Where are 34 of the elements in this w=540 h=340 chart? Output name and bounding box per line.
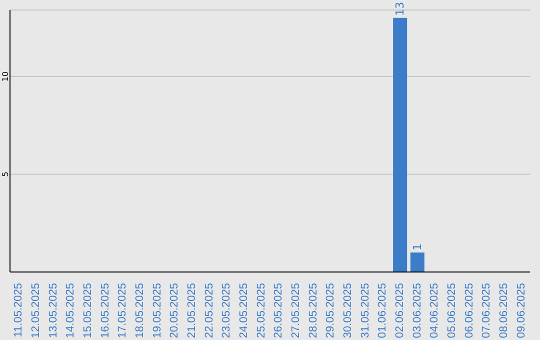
x-tick-label: 19.05.2025 (151, 283, 164, 338)
x-tick-label: 22.05.2025 (203, 283, 216, 338)
x-tick-label: 25.05.2025 (255, 283, 268, 338)
y-tick-label: 5 (1, 172, 10, 177)
x-tick-label: 15.05.2025 (82, 283, 94, 338)
x-tick-label: 11.05.2025 (12, 283, 25, 338)
x-tick-label: 24.05.2025 (238, 283, 250, 338)
x-tick-label: 13.05.2025 (47, 283, 60, 338)
x-tick-label: 09.06.2025 (515, 283, 528, 338)
x-tick-label: 23.05.2025 (220, 283, 233, 338)
x-tick-label: 06.06.2025 (463, 283, 476, 338)
x-tick-label: 17.05.2025 (116, 283, 129, 338)
x-tick-label: 31.05.2025 (359, 283, 372, 338)
x-tick-label: 01.06.2025 (376, 283, 389, 338)
x-tick-label: 18.05.2025 (134, 283, 146, 338)
data-label: 13 (394, 2, 407, 16)
x-tick-label: 04.06.2025 (428, 283, 441, 338)
y-tick-label: 10 (1, 71, 10, 82)
x-tick-label: 07.06.2025 (480, 283, 493, 338)
x-tick-label: 03.06.2025 (411, 283, 424, 338)
x-tick-label: 20.05.2025 (168, 283, 181, 338)
x-tick-label: 30.05.2025 (342, 283, 354, 338)
data-label: 1 (410, 243, 424, 250)
x-tick-label: 26.05.2025 (272, 283, 285, 338)
x-tick-label: 16.05.2025 (99, 283, 112, 338)
x-tick-label: 08.06.2025 (498, 283, 510, 338)
x-tick-label: 21.05.2025 (186, 283, 198, 338)
x-tick-label: 27.05.2025 (290, 283, 302, 338)
x-tick-label: 29.05.2025 (324, 283, 337, 338)
x-tick-label: 14.05.2025 (64, 283, 77, 338)
x-tick-label: 28.05.2025 (307, 283, 320, 338)
x-tick-label: 12.05.2025 (30, 283, 42, 338)
x-tick-label: 02.06.2025 (394, 283, 406, 338)
x-tick-label: 05.06.2025 (446, 283, 458, 338)
